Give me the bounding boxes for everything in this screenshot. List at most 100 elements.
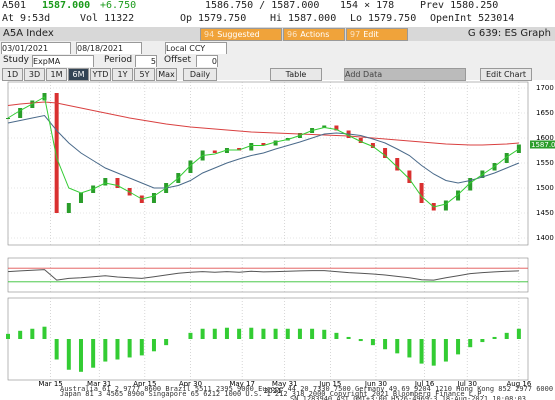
footer-text: Japan 81 3 4565 8900 Singapore 65 6212 1…: [60, 390, 486, 398]
button-label: Edit: [363, 30, 379, 39]
series-line: [7, 269, 519, 281]
histogram-bar: [115, 339, 120, 360]
histogram-bar: [212, 328, 217, 339]
candle: [78, 193, 83, 203]
candle: [383, 148, 388, 158]
histogram-bar: [504, 332, 509, 339]
study-row: Study ExpMA Period 5 Offset 0: [0, 54, 555, 68]
y-tick-label: 1450: [536, 209, 554, 217]
histogram-bar: [224, 327, 229, 339]
histogram-bar: [127, 339, 132, 358]
histogram-bar: [346, 336, 351, 339]
candle: [407, 170, 412, 183]
add-data[interactable]: Add Data: [344, 68, 466, 81]
histogram-bar: [443, 339, 448, 362]
histogram-bar: [419, 339, 424, 364]
period-row: 1D 3D 1M 6M YTD 1Y 5Y Max Daily Table Add Data …: [0, 67, 555, 81]
button-key: 96: [287, 30, 298, 39]
histogram-bar: [103, 339, 108, 362]
stats-row: At 9:53d Vol 11322 Op 1579.750 Hi 1587.0…: [0, 13, 555, 26]
security: A5A Index: [3, 28, 54, 39]
histogram-bar: [18, 330, 23, 339]
period-button[interactable]: 1M: [46, 68, 67, 81]
series-line: [7, 96, 520, 208]
histogram-bar: [395, 339, 400, 354]
bid-ask: 1586.750 / 1587.000: [205, 0, 320, 11]
histogram-bar: [285, 328, 290, 339]
button-label: Actions: [300, 30, 330, 39]
period-button[interactable]: 1Y: [112, 68, 133, 81]
toolbar-button[interactable]: 96 Actions: [283, 28, 345, 41]
histogram-bar: [492, 336, 497, 339]
frequency[interactable]: Daily: [183, 68, 217, 81]
histogram-bar: [91, 339, 96, 368]
histogram-bar: [66, 339, 71, 370]
edit-chart[interactable]: Edit Chart: [480, 68, 532, 81]
x-tick-label: Mar 31: [87, 380, 111, 388]
candle: [370, 143, 375, 148]
histogram-bar: [407, 339, 412, 358]
period-button[interactable]: YTD: [90, 68, 111, 81]
histogram-bar: [297, 328, 302, 339]
size: 154 × 178: [340, 0, 395, 11]
last-price-label: 1587.000: [531, 141, 555, 149]
y-tick-label: 1500: [536, 184, 554, 192]
candle: [54, 93, 59, 213]
candle: [237, 148, 242, 151]
button-key: 97: [350, 30, 361, 39]
x-tick-label: Aug 16: [506, 380, 531, 388]
x-tick-label: May 31: [272, 380, 298, 388]
last-price-box: [530, 140, 555, 149]
footer-text: Australia 61 2 9777 8600 Brazil 5511 239…: [60, 385, 553, 393]
period-button[interactable]: Max: [156, 68, 177, 81]
candle: [188, 160, 193, 173]
table-button[interactable]: Table: [270, 68, 322, 81]
histogram-bar: [188, 332, 193, 339]
candle: [516, 144, 521, 153]
candle: [115, 178, 120, 188]
x-tick-label: Jul 16: [414, 380, 435, 388]
period-button[interactable]: 6M: [68, 68, 89, 81]
change: +6.750: [100, 0, 137, 11]
x-tick-label: Jul 30: [456, 380, 477, 388]
year-label: 2021: [264, 387, 282, 395]
toolbar-button[interactable]: 97 Edit: [346, 28, 408, 41]
candle: [395, 158, 400, 171]
histogram-bar: [383, 339, 388, 350]
high: Hi 1587.000: [270, 13, 337, 24]
period-button[interactable]: 3D: [24, 68, 45, 81]
histogram-bar: [261, 328, 266, 339]
histogram-bar: [139, 339, 144, 356]
candle: [103, 178, 108, 186]
candle: [468, 178, 473, 191]
candle: [212, 150, 217, 153]
y-tick-label: 1650: [536, 109, 554, 117]
histogram-bar: [78, 339, 83, 372]
histogram-bar: [42, 326, 47, 339]
histogram-bar: [480, 339, 485, 343]
y-tick-label: 1400: [536, 234, 554, 242]
candle: [18, 108, 23, 118]
period-button[interactable]: 5Y: [134, 68, 155, 81]
histogram-bar: [237, 328, 242, 339]
candle: [334, 125, 339, 131]
y-tick-label: 1550: [536, 159, 554, 167]
period-button[interactable]: 1D: [2, 68, 23, 81]
ticker: A501: [2, 0, 27, 11]
volume: Vol 11322: [80, 13, 135, 24]
histogram-bar: [334, 332, 339, 339]
candle: [358, 138, 363, 143]
x-tick-label: May 17: [229, 380, 255, 388]
histogram-bar: [164, 339, 169, 346]
prev: Prev 1580.250: [420, 0, 499, 11]
series-line: [7, 101, 519, 146]
button-key: 94: [204, 30, 215, 39]
candle: [151, 193, 156, 203]
x-tick-label: Mar 15: [38, 380, 62, 388]
histogram-bar: [516, 328, 521, 339]
time: At 9:53d: [2, 13, 51, 24]
y-tick-label: 1700: [536, 84, 554, 92]
study-label: Study: [3, 55, 29, 65]
x-tick-label: Jun 30: [364, 380, 387, 388]
